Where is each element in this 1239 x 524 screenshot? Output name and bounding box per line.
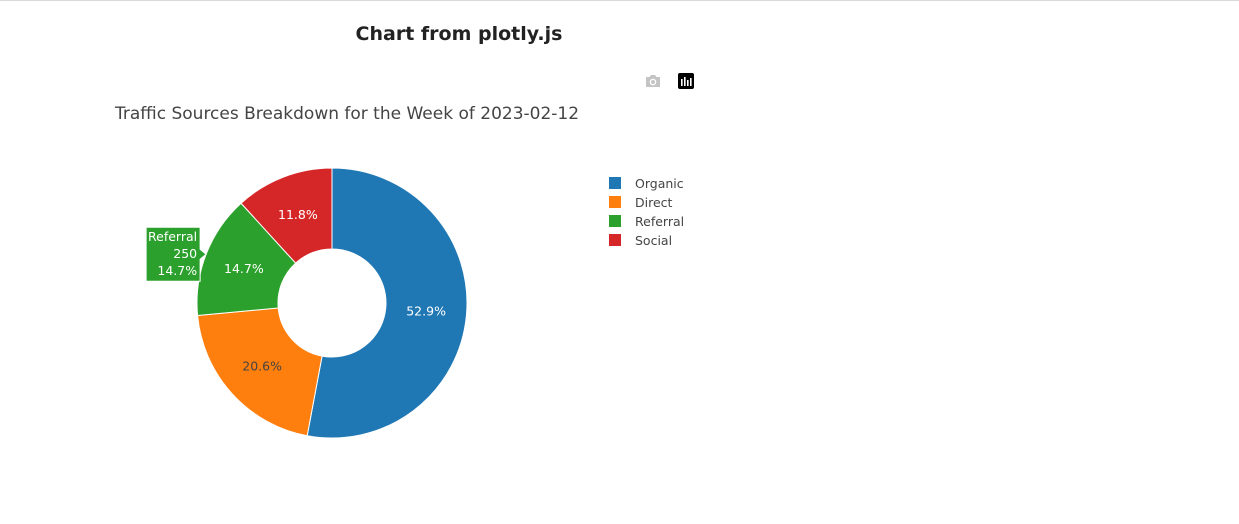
legend-swatch-referral[interactable] [609,215,621,227]
plotly-logo-icon[interactable] [677,72,695,90]
slice-organic[interactable] [306,167,468,439]
slices-group [196,167,468,439]
legend-label-referral[interactable]: Referral [635,214,684,229]
hover-percent: 14.7% [157,263,197,278]
modebar [644,72,695,90]
legend-label-direct[interactable]: Direct [635,195,673,210]
slice-direct[interactable] [197,307,323,437]
legend-label-social[interactable]: Social [635,233,672,248]
legend-swatch-direct[interactable] [609,196,621,208]
slice-label-organic: 52.9% [406,304,446,319]
slice-social[interactable] [240,167,333,264]
slice-labels-group: 52.9% 20.6% 14.7% 11.8% [224,207,446,374]
hover-tooltip: Referral 250 14.7% [145,226,207,282]
legend-swatch-social[interactable] [609,234,621,246]
page-title: Chart from plotly.js [355,23,563,45]
chart-title: Traffic Sources Breakdown for the Week o… [114,104,579,124]
top-divider [0,0,1239,1]
legend-label-organic[interactable]: Organic [635,176,684,191]
camera-icon[interactable] [644,72,662,90]
hover-box [145,226,207,282]
slice-label-direct: 20.6% [242,359,282,374]
hover-value: 250 [173,246,197,261]
legend: Organic Direct Referral Social [609,176,684,248]
legend-swatch-organic[interactable] [609,177,621,189]
slice-label-social: 11.8% [278,207,318,222]
hover-label: Referral [148,229,197,244]
slice-label-referral: 14.7% [224,261,264,276]
